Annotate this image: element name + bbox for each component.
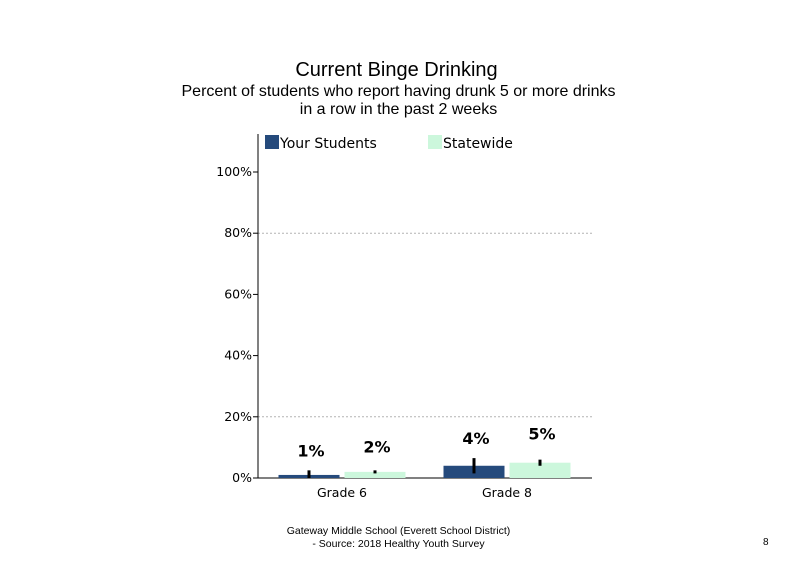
- chart-subtitle: Percent of students who report having dr…: [0, 83, 797, 119]
- data-label-1-1: 5%: [528, 425, 555, 444]
- subtitle-line-2: in a row in the past 2 weeks: [299, 101, 498, 118]
- bar-statewide-grade-6: [344, 471, 406, 478]
- y-tick-label-60: 60%: [224, 286, 252, 301]
- chart-title: Current Binge Drinking: [295, 59, 498, 81]
- legend-swatch-0: [265, 135, 279, 149]
- subtitle-line-1: Percent of students who report having dr…: [181, 83, 616, 100]
- bar-statewide-grade-8: [509, 462, 571, 478]
- legend-label-1: Statewide: [443, 136, 513, 152]
- footer-line-2: - Source: 2018 Healthy Youth Survey: [312, 538, 485, 550]
- data-label-1-0: 2%: [363, 437, 390, 456]
- data-label-0-1: 4%: [462, 429, 489, 448]
- legend-swatch-1: [428, 135, 442, 149]
- footer-line-1: Gateway Middle School (Everett School Di…: [286, 525, 511, 537]
- x-tick-label-1: Grade 8: [482, 485, 532, 500]
- legend-label-0: Your Students: [279, 136, 377, 152]
- x-tick-label-0: Grade 6: [317, 485, 367, 500]
- source-footer: Gateway Middle School (Everett School Di…: [0, 525, 797, 551]
- y-tick-label-80: 80%: [224, 225, 252, 240]
- y-tick-label-20: 20%: [224, 409, 252, 424]
- page-number: 8: [763, 537, 769, 548]
- y-tick-label-40: 40%: [224, 348, 252, 363]
- data-label-0-0: 1%: [297, 442, 324, 461]
- y-tick-label-0: 0%: [232, 470, 252, 485]
- y-tick-label-100: 100%: [216, 164, 252, 179]
